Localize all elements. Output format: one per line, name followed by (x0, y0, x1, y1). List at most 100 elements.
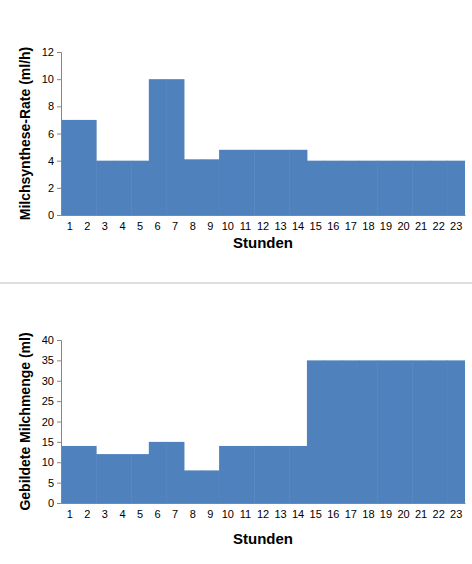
x-tick-label: 19 (380, 220, 392, 232)
x-tick-label: 23 (450, 508, 462, 520)
y-tick-label: 0 (48, 497, 54, 509)
x-tick: 6 (155, 503, 161, 520)
x-tick: 3 (102, 215, 108, 232)
x-tick: 1 (67, 503, 73, 520)
x-tick-label: 21 (415, 508, 427, 520)
y-tick-mark (57, 134, 61, 135)
x-tick-label: 22 (433, 508, 445, 520)
x-tick-label: 9 (207, 508, 213, 520)
bar (131, 454, 149, 503)
x-tick: 8 (190, 215, 196, 232)
bar (79, 120, 97, 215)
x-tick-label: 17 (345, 508, 357, 520)
x-tick-label: 13 (274, 220, 286, 232)
x-tick-label: 13 (274, 508, 286, 520)
bar (342, 161, 360, 215)
y-tick: 6 (48, 128, 61, 140)
bar (324, 161, 342, 215)
bar (61, 446, 79, 503)
x-tick: 23 (450, 503, 462, 520)
y-tick-label: 10 (42, 456, 54, 468)
x-tick: 3 (102, 503, 108, 520)
x-tick: 8 (190, 503, 196, 520)
x-tick-label: 18 (362, 508, 374, 520)
x-tick: 20 (397, 215, 409, 232)
bar (184, 159, 202, 215)
x-tick: 9 (207, 503, 213, 520)
x-tick-label: 10 (222, 508, 234, 520)
x-tick: 5 (137, 503, 143, 520)
bar (219, 150, 237, 215)
bar (61, 120, 79, 215)
x-tick: 12 (257, 503, 269, 520)
x-tick: 12 (257, 215, 269, 232)
y-tick: 40 (42, 334, 61, 346)
x-tick-label: 10 (222, 220, 234, 232)
x-tick-label: 5 (137, 508, 143, 520)
bar (307, 360, 325, 503)
x-tick-label: 1 (67, 220, 73, 232)
y-tick-mark (57, 442, 61, 443)
bar (395, 360, 413, 503)
y-tick-label: 8 (48, 100, 54, 112)
y-tick-mark (57, 52, 61, 53)
x-tick: 10 (222, 215, 234, 232)
x-tick: 16 (327, 215, 339, 232)
y-axis: 0510152025303540 (42, 334, 62, 509)
y-tick-mark (57, 340, 61, 341)
y-tick: 20 (42, 416, 61, 428)
x-tick: 21 (415, 215, 427, 232)
bar (149, 442, 167, 503)
bar (149, 79, 167, 215)
x-tick-label: 12 (257, 508, 269, 520)
x-tick-label: 7 (172, 220, 178, 232)
bar (131, 161, 149, 215)
x-tick-label: 8 (190, 220, 196, 232)
x-tick: 11 (240, 503, 251, 520)
y-tick-label: 20 (42, 416, 54, 428)
y-tick-label: 10 (42, 73, 54, 85)
x-tick: 14 (292, 503, 304, 520)
y-tick: 0 (48, 497, 61, 509)
y-tick-label: 6 (48, 128, 54, 140)
bar (272, 150, 290, 215)
x-tick-label: 3 (102, 220, 108, 232)
bar (114, 161, 132, 215)
bar (447, 161, 465, 215)
x-tick-label: 16 (327, 508, 339, 520)
y-tick: 10 (42, 73, 61, 85)
x-tick-label: 5 (137, 220, 143, 232)
x-tick-label: 6 (155, 508, 161, 520)
bar (307, 161, 325, 215)
x-tick-label: 6 (155, 220, 161, 232)
bar (430, 360, 448, 503)
y-tick: 8 (48, 100, 61, 112)
figure: 0246810121234567891011121314151617181920… (0, 0, 472, 564)
x-tick-label: 11 (240, 220, 251, 232)
y-tick-mark (57, 422, 61, 423)
x-axis-title: Stunden (233, 234, 293, 251)
y-tick-mark (57, 161, 61, 162)
bar (360, 360, 378, 503)
x-tick-label: 4 (119, 220, 125, 232)
x-tick-label: 14 (292, 220, 304, 232)
y-tick: 25 (42, 395, 61, 407)
x-axis: 1234567891011121314151617181920212223 (62, 503, 466, 520)
x-tick: 1 (67, 215, 73, 232)
x-tick: 15 (310, 503, 322, 520)
y-tick-label: 30 (42, 375, 54, 387)
y-tick-mark (57, 106, 61, 107)
x-tick: 14 (292, 215, 304, 232)
y-tick: 35 (42, 354, 61, 366)
x-tick: 2 (84, 503, 90, 520)
bar (289, 446, 307, 503)
bar (360, 161, 378, 215)
chart: 0510152025303540123456789101112131415161… (17, 332, 466, 547)
bar (324, 360, 342, 503)
y-tick-label: 0 (48, 209, 54, 221)
x-tick-label: 2 (84, 508, 90, 520)
x-tick: 16 (327, 503, 339, 520)
y-tick-mark (57, 503, 61, 504)
bar (219, 446, 237, 503)
y-axis: 024681012 (42, 46, 62, 221)
